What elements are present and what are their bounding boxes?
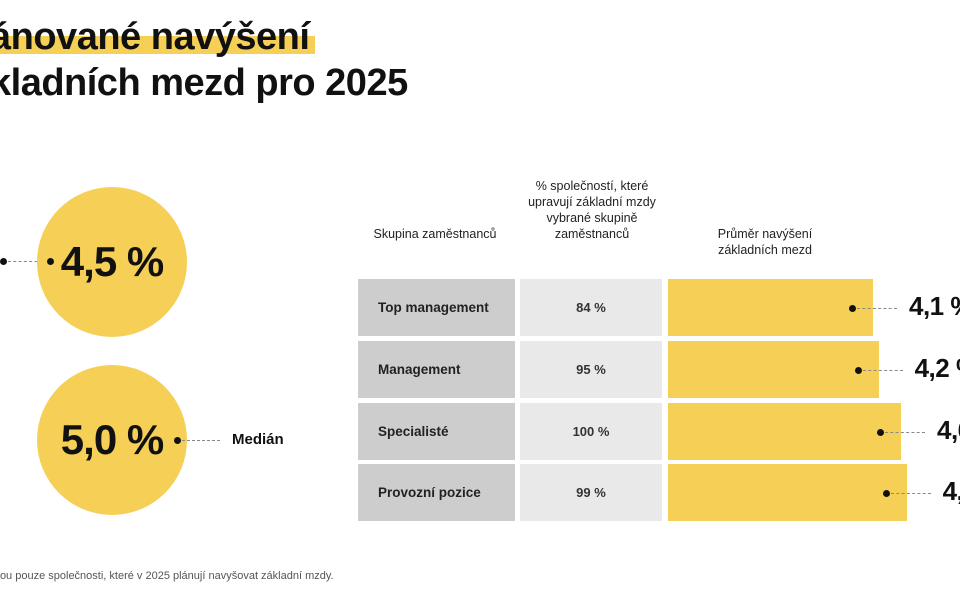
average-value: 4,5 % [60, 238, 164, 285]
page-title: ánované navýšení kladních mezd pro 2025 [0, 14, 408, 106]
table-cell-group: Provozní pozice [358, 464, 515, 521]
bar [668, 341, 879, 398]
bar [668, 403, 901, 460]
table-cell-group: Specialisté [358, 403, 515, 460]
header-avg-increase: Průměr navýšení základních mezd [717, 227, 813, 257]
title-line-2: kladních mezd pro 2025 [0, 62, 408, 104]
bar-connector-line [885, 432, 925, 433]
bar-connector-dot [882, 490, 890, 497]
bar-value-label: 4,7 % [942, 476, 960, 506]
average-connector-dot [0, 258, 7, 265]
table-cell-companies-pct: 95 % [520, 341, 662, 398]
bar-connector-line [862, 370, 903, 371]
header-group: Skupina zaměstnanců [373, 227, 497, 241]
median-circle: 5,0 % [37, 365, 187, 515]
table-cell-group: Management [358, 341, 515, 398]
title-highlight [0, 36, 316, 54]
bar [668, 279, 873, 336]
table-cell-group: Top management [358, 279, 515, 336]
bar-value-label: 4,1 % [909, 291, 960, 321]
bar-connector-line [890, 493, 931, 494]
table-cell-companies-pct: 84 % [520, 279, 662, 336]
median-label: Medián [232, 431, 284, 448]
table-cell-companies-pct: 100 % [520, 403, 662, 460]
bar-value-label: 4,6 % [937, 415, 960, 445]
median-value: 5,0 % [60, 416, 164, 463]
median-connector-dot [174, 437, 181, 444]
bar-connector-dot [877, 429, 884, 436]
bar-connector-dot [854, 367, 862, 374]
average-connector-line [8, 261, 48, 262]
title-line-1: ánované navýšení [0, 16, 310, 58]
bar [668, 464, 907, 521]
median-connector-line [182, 440, 220, 441]
footnote: jsou pouze společnosti, které v 2025 plá… [0, 570, 334, 582]
bar-connector-dot [849, 305, 856, 312]
bar-connector-line [857, 308, 897, 309]
table-cell-companies-pct: 99 % [520, 464, 662, 521]
bar-value-label: 4,2 % [914, 353, 960, 383]
average-inner-dot [47, 258, 54, 265]
header-pct-companies: % společností, které upravují základní m… [528, 179, 656, 241]
average-circle: 4,5 % [37, 187, 187, 337]
